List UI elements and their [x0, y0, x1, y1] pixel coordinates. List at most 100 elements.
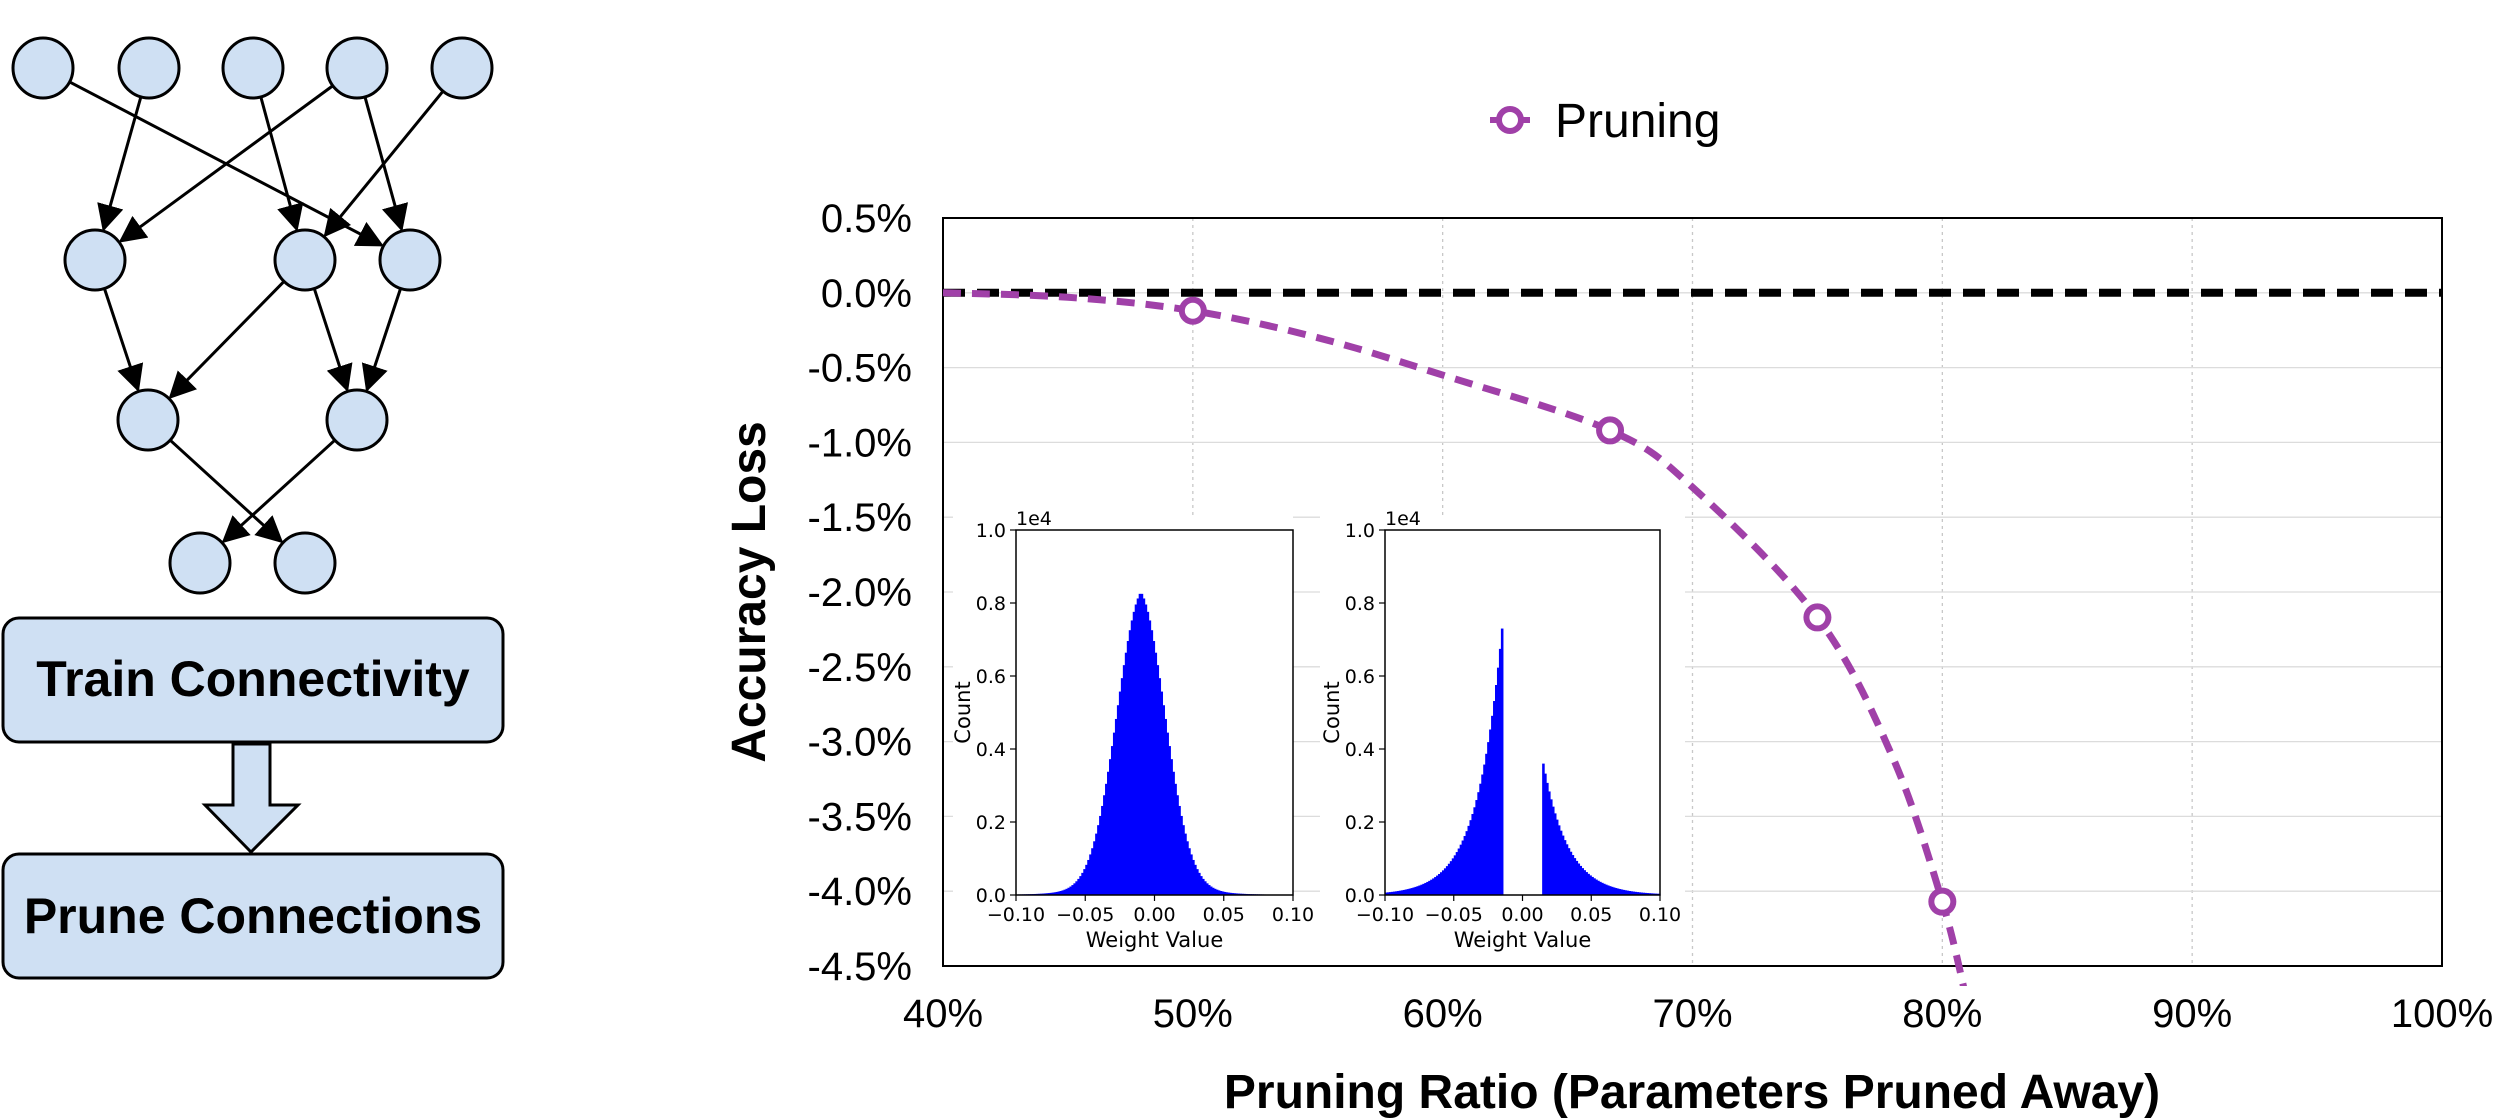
histogram-insets: 0.0 0.2 0.4 0.6 0.8 1.0 −0.10 −0.05 0.00 0.05 0.10…	[951, 508, 1685, 970]
neuron-node	[117, 36, 181, 100]
y-tick-label: -3.0%	[808, 721, 913, 765]
histogram-bar	[1459, 844, 1463, 895]
histogram-bar	[1126, 641, 1130, 895]
neuron-node	[430, 36, 494, 100]
connection-edge	[221, 439, 336, 544]
plot-frame	[942, 217, 2443, 967]
histogram-bar	[1221, 891, 1225, 895]
y-tick-label: -1.5%	[808, 496, 913, 540]
histogram-bar	[1542, 763, 1545, 895]
y-tick-label: -4.5%	[808, 945, 913, 989]
histogram-bar	[1652, 893, 1655, 895]
histogram-bar	[1134, 604, 1138, 895]
histogram-bar	[1608, 886, 1612, 895]
histogram-bar	[1605, 884, 1608, 895]
x-tick-label: 50%	[1153, 992, 1233, 1036]
histogram-bar	[1130, 620, 1134, 895]
series-layer	[942, 288, 2442, 986]
histogram-bar	[1223, 891, 1227, 895]
histogram-bar	[1491, 715, 1494, 895]
y-tick-label: -3.5%	[808, 795, 913, 839]
histogram-bar	[1436, 875, 1439, 895]
histogram-bar	[1073, 883, 1076, 895]
histogram-bar	[1198, 872, 1201, 895]
histogram-bar	[1128, 630, 1132, 895]
y-tick-labels: 0.5% 0.0% -0.5% -1.0% -1.5% -2.0% -2.5% -3.0% -3…	[808, 197, 913, 989]
histogram-bar	[1188, 848, 1191, 895]
histogram-bar	[1103, 795, 1106, 895]
histogram-bar	[1388, 892, 1392, 895]
inset-x-tick-label: −0.10	[987, 904, 1045, 926]
histogram-bar	[1620, 889, 1624, 895]
histogram-bar	[1581, 868, 1584, 895]
y-tick-label: 0.5%	[821, 197, 912, 241]
connection-edge	[169, 439, 284, 544]
histogram-bar	[1091, 848, 1094, 895]
histogram-bar	[1132, 611, 1136, 895]
histogram-bar	[1463, 836, 1467, 895]
histogram-bar	[1443, 868, 1447, 895]
neuron-node	[273, 228, 337, 292]
histogram-bar	[1390, 891, 1394, 895]
connection-edge	[168, 280, 286, 400]
histogram-bar	[1469, 820, 1473, 895]
histogram-bar	[1559, 830, 1563, 895]
histogram-bar	[1235, 893, 1239, 895]
x-tick-labels: 40% 50% 60% 70% 80% 90% 100%	[903, 992, 2493, 1036]
connection-edge	[97, 96, 143, 232]
histogram-bar	[1075, 881, 1078, 895]
histogram-bar	[1577, 863, 1581, 895]
histogram-bar	[1095, 833, 1098, 895]
histogram-bar	[1077, 878, 1080, 895]
histogram-bar	[1398, 890, 1402, 895]
histogram-bar	[1461, 840, 1465, 895]
histogram-bar	[1231, 893, 1235, 895]
histogram-bar	[1646, 893, 1649, 895]
prune-connections-label: Prune Connections	[24, 888, 482, 944]
histogram-bar	[1049, 892, 1053, 895]
histogram-bar	[1473, 807, 1476, 895]
histogram-bar	[1114, 718, 1118, 895]
inset-y-tick-label: 0.4	[976, 739, 1006, 761]
histogram-bar	[1219, 891, 1223, 895]
neuron-node	[11, 36, 75, 100]
y-tick-label: -2.0%	[808, 571, 913, 615]
inset-x-tick-label: 0.05	[1203, 904, 1245, 926]
connection-edge	[312, 288, 353, 393]
histogram-bar	[1067, 887, 1071, 895]
histogram-bar	[1595, 879, 1598, 895]
histogram-bar	[1207, 885, 1211, 895]
histogram-bar	[1065, 888, 1069, 895]
histogram-bar	[1422, 883, 1425, 895]
histogram-bar	[1624, 890, 1628, 895]
histogram-bar	[1634, 891, 1638, 895]
histogram-bar	[1051, 892, 1055, 895]
histogram-bar	[1489, 729, 1492, 895]
inset-x-tick-label: 0.05	[1570, 904, 1612, 926]
legend-marker	[1496, 106, 1524, 134]
histogram-bar	[1408, 888, 1412, 895]
histogram-bar	[1449, 861, 1453, 895]
histogram-bar	[1636, 892, 1639, 895]
histogram-bar	[1186, 841, 1189, 895]
histogram-bar	[1565, 844, 1569, 895]
histogram-bar	[1441, 870, 1445, 895]
histogram-bar	[1424, 882, 1427, 895]
inset-x-tick-label: 0.10	[1639, 904, 1681, 926]
y-axis-title: Accuracy Loss	[723, 421, 776, 763]
histogram-bar	[1215, 889, 1219, 895]
histogram-bar	[1465, 831, 1469, 895]
histogram-bar	[1561, 835, 1565, 895]
neuron-node	[116, 388, 180, 452]
connection-edge	[323, 90, 445, 238]
y-tick-label: 0.0%	[821, 272, 912, 316]
histogram-bar	[1174, 783, 1177, 895]
histogram-bar	[1481, 774, 1484, 895]
histogram-bar	[1043, 893, 1047, 895]
histogram-bar	[1138, 593, 1142, 895]
histogram-bar	[1638, 892, 1641, 895]
histogram-bar	[1097, 825, 1100, 895]
histogram-bar	[1479, 783, 1482, 895]
histogram-bar	[1551, 806, 1555, 895]
histogram-bar	[1626, 890, 1630, 895]
